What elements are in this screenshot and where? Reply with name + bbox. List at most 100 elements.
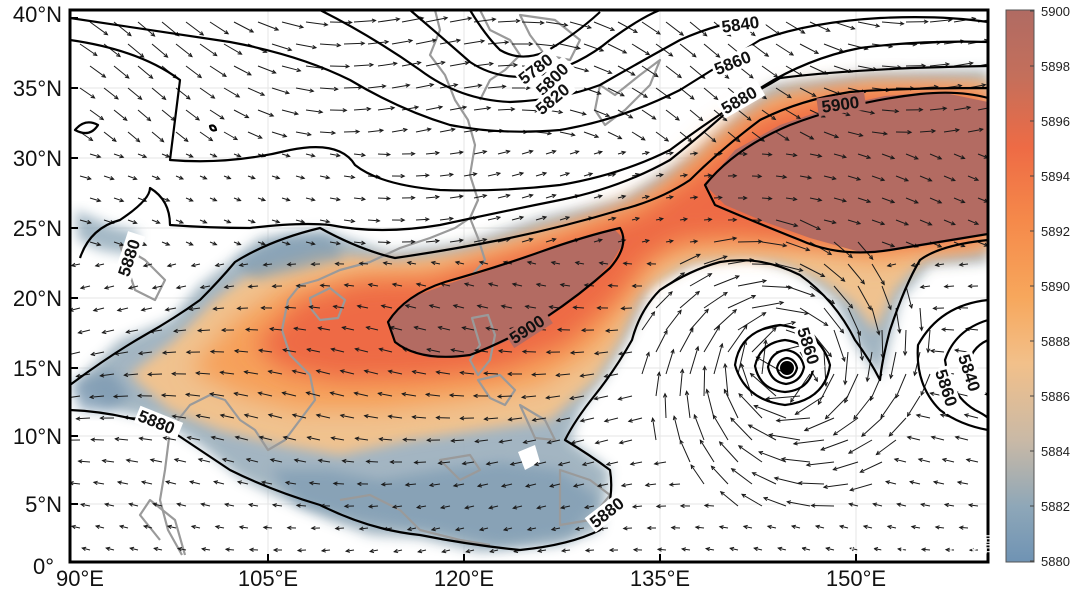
wind-arrow-head bbox=[354, 436, 360, 441]
wind-arrow-shaft bbox=[847, 131, 863, 137]
wind-arrow-shaft bbox=[799, 219, 821, 230]
wind-arrow-shaft bbox=[497, 64, 518, 67]
wind-arrow-head bbox=[142, 241, 148, 246]
wind-arrow-head bbox=[498, 439, 504, 444]
wind-arrow-head bbox=[463, 282, 469, 287]
wind-arrow-shaft bbox=[429, 304, 441, 309]
wind-arrow-shaft bbox=[703, 131, 716, 143]
wind-arrow-head bbox=[965, 458, 971, 463]
wind-arrow-shaft bbox=[463, 40, 485, 45]
lon-tick-105e: 105°E bbox=[238, 566, 298, 591]
wind-arrow-head bbox=[480, 39, 486, 44]
wind-arrow-head bbox=[464, 505, 470, 510]
wind-arrow-head bbox=[113, 95, 119, 100]
wind-arrow-shaft bbox=[294, 327, 307, 331]
wind-arrow-shaft bbox=[905, 285, 913, 309]
wind-arrow-head bbox=[200, 547, 207, 552]
wind-arrow-shaft bbox=[761, 65, 778, 78]
wind-arrow-head bbox=[187, 52, 193, 58]
wind-arrow-head bbox=[271, 503, 277, 508]
wind-arrow-shaft bbox=[850, 483, 873, 491]
wind-arrow-head bbox=[858, 132, 864, 137]
wind-arrow-head bbox=[575, 45, 582, 50]
wind-arrow-shaft bbox=[340, 414, 355, 419]
wind-arrow-head bbox=[306, 347, 312, 353]
wind-arrow-head bbox=[146, 116, 152, 122]
wind-arrow-head bbox=[934, 525, 940, 530]
wind-arrow-shaft bbox=[209, 197, 217, 202]
wind-arrow-shaft bbox=[340, 370, 355, 375]
wind-arrow-head bbox=[267, 369, 273, 374]
wind-arrow-head bbox=[127, 285, 133, 290]
wind-arrow-shaft bbox=[754, 405, 787, 419]
wind-arrow-shaft bbox=[703, 218, 712, 221]
wind-arrow-head bbox=[832, 431, 838, 436]
wind-arrow-shaft bbox=[414, 326, 427, 331]
wind-arrow-head bbox=[295, 283, 301, 289]
wind-arrow-shaft bbox=[621, 307, 633, 309]
wind-arrow-head bbox=[710, 465, 716, 471]
wind-arrow-head bbox=[271, 284, 277, 289]
wind-arrow-head bbox=[813, 377, 818, 383]
wind-arrow-head bbox=[291, 413, 297, 418]
wind-arrow-shaft bbox=[427, 348, 441, 353]
wind-arrow-shaft bbox=[580, 417, 595, 422]
wind-arrow-shaft bbox=[80, 285, 91, 289]
wind-arrow-shaft bbox=[367, 129, 384, 133]
wind-arrow-shaft bbox=[381, 483, 393, 485]
wind-arrow-shaft bbox=[929, 153, 942, 160]
wind-arrow-shaft bbox=[655, 291, 673, 309]
wind-arrow-shaft bbox=[857, 153, 871, 159]
wind-arrow-head bbox=[668, 151, 675, 156]
wind-arrow-shaft bbox=[198, 329, 211, 332]
wind-arrow-shaft bbox=[560, 284, 571, 287]
wind-arrow-shaft bbox=[165, 481, 177, 485]
wind-arrow-head bbox=[968, 61, 974, 66]
wind-arrow-shaft bbox=[799, 307, 828, 326]
wind-arrow-head bbox=[861, 432, 866, 437]
wind-arrow-shaft bbox=[185, 197, 193, 202]
wind-arrow-head bbox=[175, 285, 181, 290]
wind-arrow-head bbox=[762, 496, 769, 502]
wind-arrow-head bbox=[454, 527, 461, 532]
wind-arrow-shaft bbox=[191, 263, 201, 267]
wind-arrow-head bbox=[209, 349, 215, 354]
wind-arrow-head bbox=[761, 312, 767, 317]
wind-arrow-shaft bbox=[571, 439, 585, 444]
wind-arrow-head bbox=[208, 136, 214, 142]
wind-arrow-head bbox=[876, 330, 881, 336]
wind-arrow-head bbox=[569, 395, 575, 401]
wind-arrow-head bbox=[932, 480, 939, 485]
wind-arrow-shaft bbox=[679, 218, 688, 221]
wind-arrow-shaft bbox=[215, 526, 225, 529]
wind-arrow-shaft bbox=[391, 128, 407, 133]
wind-arrow-head bbox=[96, 154, 102, 159]
wind-arrow-shaft bbox=[631, 217, 640, 221]
wind-arrow-head bbox=[293, 326, 299, 331]
wind-arrow-head bbox=[902, 351, 908, 357]
wind-arrow-shaft bbox=[477, 305, 489, 309]
wind-arrow-head bbox=[339, 413, 345, 418]
wind-arrow-head bbox=[391, 504, 397, 509]
wind-arrow-shaft bbox=[344, 284, 355, 287]
wind-arrow-head bbox=[343, 503, 349, 509]
wind-arrow-shaft bbox=[415, 39, 437, 45]
wind-arrow-shaft bbox=[355, 348, 369, 353]
wind-arrow-shaft bbox=[630, 461, 643, 465]
wind-arrow-head bbox=[243, 370, 249, 375]
wind-arrow-shaft bbox=[357, 305, 369, 309]
wind-arrow-shaft bbox=[305, 109, 323, 113]
wind-arrow-head bbox=[119, 154, 125, 159]
wind-arrow-shaft bbox=[719, 441, 739, 463]
wind-arrow-head bbox=[507, 417, 513, 422]
wind-arrow-head bbox=[323, 22, 329, 27]
wind-arrow-shaft bbox=[178, 548, 187, 551]
wind-arrow-shaft bbox=[823, 43, 844, 52]
wind-arrow-head bbox=[244, 327, 250, 332]
wind-arrow-shaft bbox=[119, 525, 129, 529]
wind-arrow-shaft bbox=[305, 241, 315, 245]
wind-arrow-shaft bbox=[689, 109, 703, 121]
wind-arrow-head bbox=[715, 325, 721, 331]
wind-arrow-shaft bbox=[353, 197, 365, 200]
wind-arrow-head bbox=[389, 459, 395, 465]
